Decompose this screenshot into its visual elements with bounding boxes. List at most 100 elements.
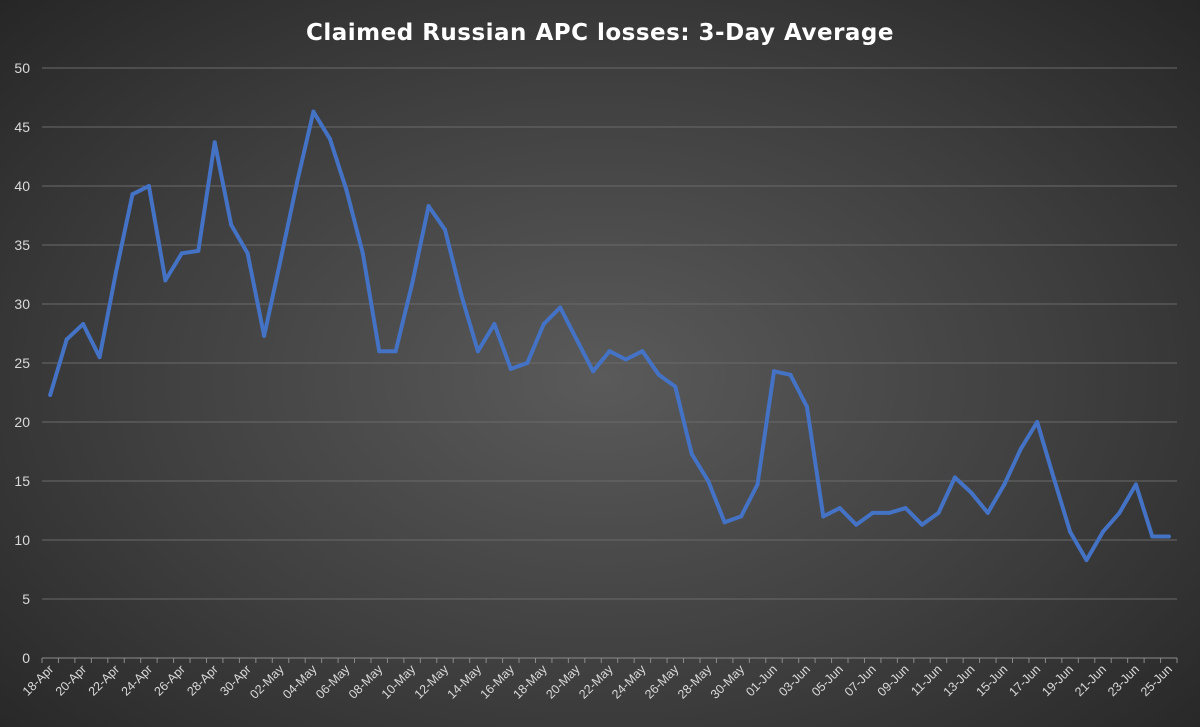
data-point — [854, 522, 859, 527]
gridlines — [42, 67, 1177, 600]
data-point — [656, 372, 661, 377]
data-point — [887, 510, 892, 515]
x-tick-label: 11-Jun — [908, 662, 944, 698]
data-point — [903, 506, 908, 511]
data-point — [443, 227, 448, 232]
x-tick-label: 26-May — [642, 662, 682, 702]
x-tick-label: 22-Apr — [86, 662, 122, 698]
data-point — [673, 384, 678, 389]
data-point — [1166, 534, 1171, 539]
x-tick-label: 20-May — [543, 662, 583, 702]
x-tick-label: 25-Jun — [1138, 662, 1175, 699]
data-point — [985, 510, 990, 515]
x-tick-label: 28-Apr — [184, 662, 220, 698]
data-point — [245, 251, 250, 256]
data-point — [229, 222, 234, 227]
data-point — [574, 337, 579, 342]
y-tick-label: 35 — [14, 237, 30, 253]
data-point — [459, 293, 464, 298]
data-point — [525, 361, 530, 365]
data-point — [492, 322, 497, 327]
data-point — [163, 278, 168, 283]
x-tick-label: 15-Jun — [973, 662, 1010, 699]
series-line — [48, 109, 1171, 563]
x-tick-label: 19-Jun — [1039, 662, 1076, 699]
data-point — [294, 180, 299, 185]
data-point — [607, 349, 612, 354]
data-point — [393, 349, 398, 354]
data-point — [1100, 529, 1105, 534]
x-tick-label: 16-May — [478, 662, 518, 702]
data-point — [410, 281, 415, 286]
chart-title: Claimed Russian APC losses: 3-Day Averag… — [306, 20, 894, 46]
y-tick-label: 15 — [14, 473, 30, 489]
x-tick-label: 10-May — [379, 662, 419, 702]
data-point — [64, 337, 69, 342]
x-tick-label: 06-May — [313, 662, 353, 702]
data-point — [689, 451, 694, 456]
x-tick-label: 01-Jun — [743, 662, 780, 699]
data-point — [739, 514, 744, 519]
data-point — [952, 475, 957, 480]
data-point — [97, 355, 102, 360]
x-tick-label: 09-Jun — [875, 662, 912, 699]
x-tick-label: 02-May — [247, 662, 287, 702]
x-tick-label: 21-Jun — [1072, 662, 1109, 699]
y-tick-label: 20 — [14, 414, 30, 430]
x-tick-label: 23-Jun — [1105, 662, 1142, 699]
data-point — [837, 506, 842, 511]
data-point — [146, 184, 151, 188]
data-point — [920, 522, 925, 527]
data-point — [311, 109, 316, 114]
x-tick-label: 17-Jun — [1006, 662, 1043, 699]
data-point — [804, 404, 809, 409]
data-point — [1035, 420, 1040, 424]
data-point — [377, 349, 382, 354]
data-point — [591, 369, 596, 374]
x-tick-label: 08-May — [346, 662, 386, 702]
data-point — [1002, 482, 1007, 487]
data-point — [558, 305, 563, 310]
data-point — [1051, 475, 1056, 480]
data-point — [508, 366, 513, 371]
x-tick-label: 26-Apr — [152, 662, 188, 698]
data-point — [821, 514, 826, 519]
data-point — [640, 349, 645, 354]
y-tick-label: 5 — [22, 591, 30, 607]
data-point — [706, 479, 711, 483]
x-tick-label: 22-May — [576, 662, 616, 702]
data-point — [179, 251, 184, 256]
data-point — [426, 204, 431, 209]
data-point — [278, 258, 283, 263]
x-axis — [41, 657, 1178, 663]
data-point — [1133, 482, 1138, 487]
x-tick-label: 28-May — [675, 662, 715, 702]
y-tick-label: 10 — [14, 532, 30, 548]
x-tick-label: 04-May — [280, 662, 320, 702]
data-point — [1084, 558, 1089, 563]
x-tick-label: 05-Jun — [809, 662, 846, 699]
data-point — [936, 510, 941, 515]
data-point — [196, 248, 201, 253]
data-point — [755, 482, 760, 487]
x-tick-label: 18-Apr — [20, 662, 56, 698]
data-point — [130, 192, 135, 197]
data-point — [771, 369, 776, 374]
data-point — [788, 372, 793, 377]
y-tick-label: 0 — [22, 650, 30, 666]
x-tick-label: 30-May — [708, 662, 748, 702]
x-tick-label: 24-May — [609, 662, 649, 702]
y-tick-label: 30 — [14, 296, 30, 312]
data-point — [1018, 447, 1023, 452]
x-tick-label: 12-May — [412, 662, 452, 702]
y-tick-label: 50 — [14, 60, 30, 76]
y-tick-label: 40 — [14, 178, 30, 194]
x-tick-label: 07-Jun — [842, 662, 879, 699]
data-point — [48, 392, 53, 397]
data-point — [344, 187, 349, 192]
y-axis-ticks: 0 5 10 15 20 25 30 35 40 45 50 — [14, 60, 30, 666]
x-tick-label: 20-Apr — [53, 662, 89, 698]
x-tick-label: 13-Jun — [941, 662, 978, 699]
